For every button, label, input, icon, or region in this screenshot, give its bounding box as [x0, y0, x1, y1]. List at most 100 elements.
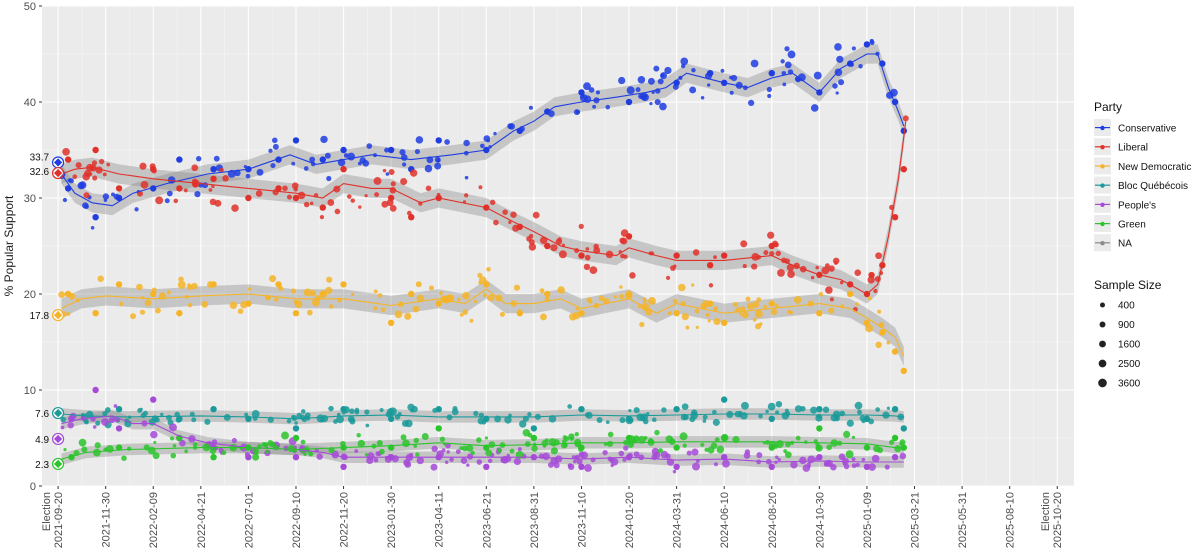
poll-point [72, 174, 78, 180]
poll-point [513, 457, 522, 466]
poll-point [357, 439, 366, 448]
poll-point [326, 175, 332, 182]
poll-point [544, 242, 551, 250]
poll-point [742, 264, 747, 269]
x-tick-label: 2023-11-10 [576, 492, 588, 547]
poll-point [682, 443, 687, 448]
poll-point [210, 406, 217, 413]
poll-point [461, 445, 468, 452]
poll-point [387, 194, 395, 202]
poll-point [169, 436, 175, 441]
poll-point [861, 457, 866, 462]
poll-point [415, 452, 420, 457]
poll-point [851, 457, 856, 462]
legend-party-entries: Conservative Liberal New Democratic Bloc Qu… [1094, 119, 1191, 252]
poll-point [102, 411, 108, 417]
poll-point [92, 146, 99, 154]
poll-point [331, 450, 340, 459]
poll-point [637, 435, 646, 444]
poll-point [573, 109, 580, 116]
poll-point [187, 302, 193, 308]
poll-point [407, 403, 415, 411]
y-axis-title: % Popular Support [2, 195, 16, 296]
x-tick-label: 2021-09-20 [53, 492, 65, 548]
poll-point [832, 83, 838, 89]
poll-point [706, 300, 714, 307]
poll-point [60, 425, 65, 430]
poll-point [176, 415, 183, 422]
poll-point [449, 457, 454, 462]
poll-point [685, 325, 690, 330]
poll-point [364, 194, 368, 198]
poll-point [839, 280, 844, 285]
poll-point [444, 139, 450, 145]
poll-point [150, 396, 157, 403]
poll-point [333, 419, 338, 424]
poll-point [623, 445, 629, 451]
poll-point [374, 192, 380, 198]
x-tick-label: 2024-08-20 [767, 492, 779, 548]
poll-point [661, 407, 667, 413]
poll-point [765, 440, 770, 445]
poll-point [578, 89, 585, 96]
poll-point [483, 281, 490, 288]
poll-point [592, 104, 597, 109]
poll-point [183, 188, 188, 193]
poll-point [210, 454, 217, 461]
legend-label: 400 [1118, 301, 1135, 312]
poll-point [875, 341, 882, 349]
poll-point [573, 459, 577, 464]
poll-point [176, 310, 183, 317]
poll-point [555, 238, 563, 245]
poll-point [153, 440, 157, 445]
poll-point [660, 450, 669, 459]
poll-point [894, 445, 902, 453]
poll-point [598, 295, 605, 302]
trend-line [61, 441, 904, 460]
poll-point [714, 437, 720, 443]
poll-point [130, 313, 136, 320]
poll-point [389, 205, 397, 212]
poll-point [379, 407, 384, 413]
poll-point [775, 440, 784, 448]
poll-point [177, 280, 186, 289]
poll-point [415, 136, 424, 144]
poll-point [115, 425, 123, 432]
poll-point [689, 416, 696, 423]
poll-point [462, 309, 469, 315]
poll-point [680, 57, 689, 66]
legend: Party Conservative Liberal New Democratic B… [1094, 100, 1191, 391]
poll-point [867, 276, 875, 284]
poll-point [82, 202, 89, 209]
poll-point [269, 275, 277, 283]
poll-point [464, 193, 469, 198]
poll-point [752, 300, 760, 309]
poll-point [584, 464, 592, 472]
poll-point [768, 463, 775, 470]
legend-label: NA [1118, 239, 1132, 250]
poll-point [473, 299, 478, 304]
poll-point [506, 453, 510, 458]
poll-point [497, 448, 503, 454]
poll-point [629, 272, 636, 279]
poll-point [291, 182, 299, 190]
legend-label: People's [1118, 200, 1156, 211]
poll-point [863, 415, 871, 422]
poll-point [137, 408, 143, 413]
poll-point [902, 115, 909, 122]
poll-point [900, 425, 907, 432]
poll-point [493, 131, 497, 136]
poll-point [875, 407, 881, 412]
poll-point [775, 400, 783, 408]
x-tick-label: 2021-11-30 [101, 492, 113, 547]
poll-point [275, 185, 282, 192]
poll-point [708, 283, 714, 288]
poll-point [421, 433, 429, 440]
poll-point [460, 457, 468, 464]
poll-point [702, 414, 708, 420]
poll-point [328, 405, 334, 412]
poll-point [255, 190, 263, 197]
poll-point [349, 408, 355, 414]
poll-point [281, 431, 290, 440]
poll-point [286, 194, 292, 200]
